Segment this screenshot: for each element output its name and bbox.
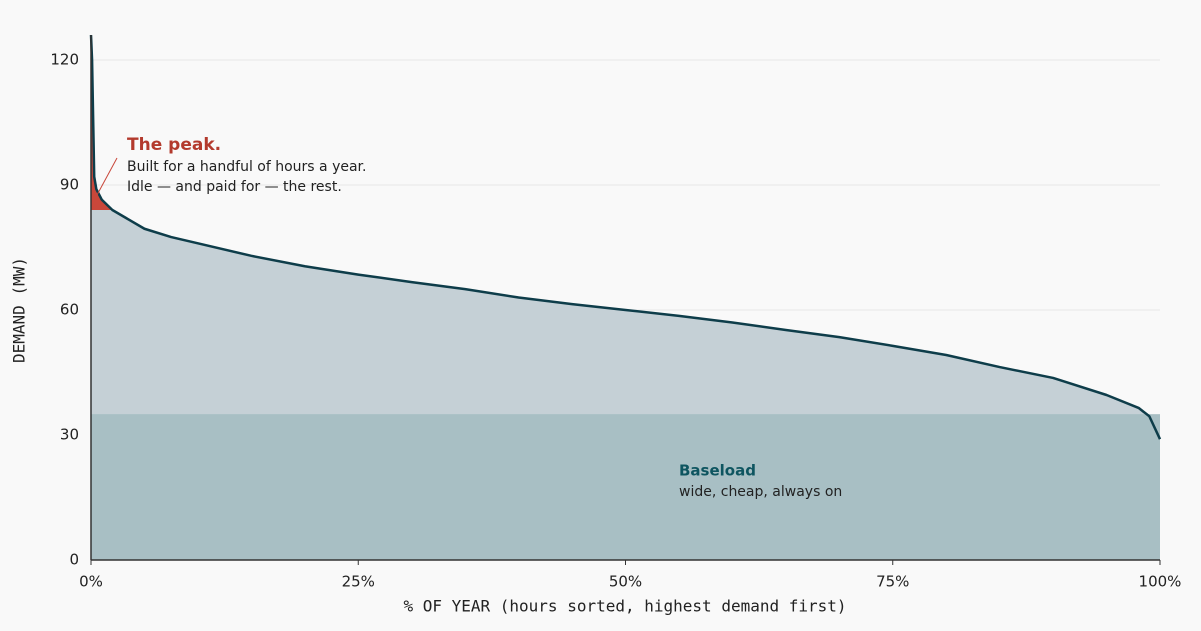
y-tick-label: 120 — [50, 51, 79, 69]
baseload-title: Baseload — [679, 462, 756, 480]
baseload-band — [91, 414, 1160, 560]
x-tick-label: 75% — [876, 573, 909, 591]
x-tick-label: 25% — [342, 573, 375, 591]
leader-line — [96, 157, 118, 196]
peak-text: Idle — and paid for — the rest. — [127, 179, 342, 195]
baseload-text: wide, cheap, always on — [679, 484, 842, 500]
y-axis-label: DEMAND (MW) — [10, 257, 29, 363]
peak-area — [91, 35, 113, 210]
x-tick-label: 50% — [609, 573, 642, 591]
y-tick-label: 60 — [60, 301, 79, 319]
x-tick-label: 0% — [79, 573, 103, 591]
peak-text: Built for a handful of hours a year. — [127, 159, 366, 175]
x-axis-label: % OF YEAR (hours sorted, highest demand … — [403, 597, 846, 616]
demand-line — [89, 34, 1162, 440]
y-tick-label: 90 — [60, 176, 79, 194]
x-tick-label: 100% — [1139, 573, 1182, 591]
y-tick-label: 30 — [60, 426, 79, 444]
plot — [89, 34, 1162, 565]
y-tick-label: 0 — [69, 551, 79, 569]
peak-title: The peak. — [127, 135, 221, 155]
